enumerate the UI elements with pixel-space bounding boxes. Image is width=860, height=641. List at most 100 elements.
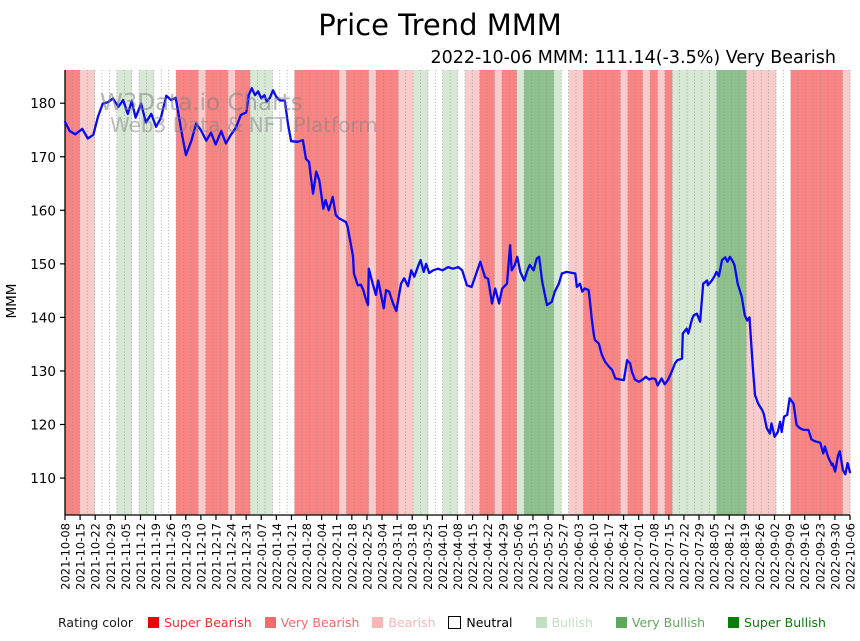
x-tick-label: 2022-04-22 <box>481 523 495 590</box>
rating-band <box>264 70 273 515</box>
rating-band <box>583 70 592 515</box>
rating-band <box>642 70 651 515</box>
x-tick-label: 2022-09-16 <box>798 523 812 590</box>
legend-item-bullish: Bullish <box>535 615 593 630</box>
x-tick-label: 2022-04-29 <box>496 523 510 590</box>
rating-band <box>679 70 688 515</box>
rating-band <box>250 70 258 515</box>
rating-band <box>420 70 429 515</box>
x-tick-label: 2022-07-15 <box>662 523 676 590</box>
rating-band <box>227 70 236 515</box>
rating-band <box>538 70 547 515</box>
x-tick-label: 2022-03-18 <box>406 523 420 590</box>
rating-band <box>176 70 184 515</box>
x-tick-label: 2022-06-17 <box>602 523 616 590</box>
rating-band <box>746 70 755 515</box>
watermark-line2: Web3 Data & NFT Platform <box>110 113 378 137</box>
rating-band <box>309 70 318 515</box>
rating-band <box>731 70 740 515</box>
rating-band <box>72 70 81 515</box>
rating-band <box>65 70 73 515</box>
legend-swatch <box>372 617 384 628</box>
rating-legend: Rating color Super Bearish Very Bearish Be… <box>58 615 853 630</box>
x-tick-label: 2022-02-25 <box>360 523 374 590</box>
rating-band <box>664 70 673 515</box>
x-tick-label: 2022-01-21 <box>285 523 299 590</box>
rating-band <box>598 70 606 515</box>
y-tick-label: 130 <box>30 364 56 380</box>
rating-band <box>650 70 658 515</box>
x-tick-label: 2022-09-09 <box>783 523 797 590</box>
rating-bands <box>65 70 851 515</box>
rating-band <box>620 70 629 515</box>
rating-band <box>494 70 503 515</box>
rating-band <box>472 70 481 515</box>
rating-band <box>413 70 421 515</box>
x-tick-label: 2022-05-06 <box>511 523 525 590</box>
rating-band <box>242 70 251 515</box>
x-tick-label: 2021-12-10 <box>194 523 208 590</box>
legend-item-super-bearish: Super Bearish <box>148 615 252 630</box>
legend-label: Super Bullish <box>744 615 826 630</box>
rating-band <box>553 70 562 515</box>
rating-band <box>479 70 488 515</box>
y-tick-label: 160 <box>30 203 56 219</box>
x-axis-ticks: 2021-10-08 2021-10-15 2021-10-22 2021-10-29… <box>59 515 858 590</box>
rating-band <box>635 70 643 515</box>
y-tick-label: 180 <box>30 96 56 112</box>
legend-label: Super Bearish <box>164 615 252 630</box>
x-tick-label: 2022-04-15 <box>466 523 480 590</box>
x-tick-label: 2022-09-02 <box>768 523 782 590</box>
legend-swatch <box>148 617 160 628</box>
x-tick-label: 2022-03-11 <box>391 523 405 590</box>
rating-band <box>79 70 88 515</box>
x-tick-label: 2021-11-19 <box>149 523 163 590</box>
y-tick-label: 170 <box>30 150 56 166</box>
rating-band <box>324 70 332 515</box>
x-tick-label: 2022-10-06 <box>844 523 858 590</box>
watermark-line1: W3Data.io Charts <box>100 90 303 116</box>
rating-band <box>835 70 843 515</box>
rating-band <box>213 70 221 515</box>
legend-label: Neutral <box>466 615 513 630</box>
rating-band <box>738 70 747 515</box>
x-tick-label: 2022-02-04 <box>315 523 329 590</box>
legend-swatch <box>728 617 740 628</box>
rating-band <box>353 70 362 515</box>
price-line <box>63 87 852 476</box>
x-tick-label: 2021-10-08 <box>59 523 73 590</box>
x-tick-label: 2021-12-17 <box>209 523 223 590</box>
legend-item-neutral: Neutral <box>448 615 513 630</box>
x-tick-label: 2021-10-22 <box>89 523 103 590</box>
rating-band <box>753 70 762 515</box>
rating-band <box>627 70 636 515</box>
rating-band <box>383 70 392 515</box>
legend-item-very-bullish: Very Bullish <box>615 615 705 630</box>
legend-swatch <box>264 617 276 628</box>
x-tick-label: 2022-02-18 <box>345 523 359 590</box>
rating-band <box>346 70 355 515</box>
legend-item-super-bullish: Super Bullish <box>728 615 826 630</box>
x-tick-label: 2022-08-12 <box>723 523 737 590</box>
rating-band <box>190 70 199 515</box>
rating-band <box>590 70 599 515</box>
y-axis-ticks: 110 120 130 140 150 160 170 180 <box>30 96 65 487</box>
rating-band <box>546 70 555 515</box>
y-tick-label: 110 <box>30 471 56 487</box>
rating-band <box>464 70 473 515</box>
rating-band <box>450 70 458 515</box>
rating-band <box>257 70 266 515</box>
rating-band <box>516 70 525 515</box>
rating-band <box>331 70 340 515</box>
x-tick-label: 2022-07-29 <box>693 523 707 590</box>
legend-swatch <box>448 616 462 629</box>
rating-band <box>398 70 406 515</box>
rating-band <box>87 70 95 515</box>
rating-band <box>124 70 132 515</box>
rating-band <box>146 70 155 515</box>
x-tick-label: 2022-03-04 <box>376 523 390 590</box>
legend-item-very-bearish: Very Bearish <box>264 615 359 630</box>
x-tick-label: 2022-02-11 <box>330 523 344 590</box>
y-tick-label: 120 <box>30 418 56 434</box>
